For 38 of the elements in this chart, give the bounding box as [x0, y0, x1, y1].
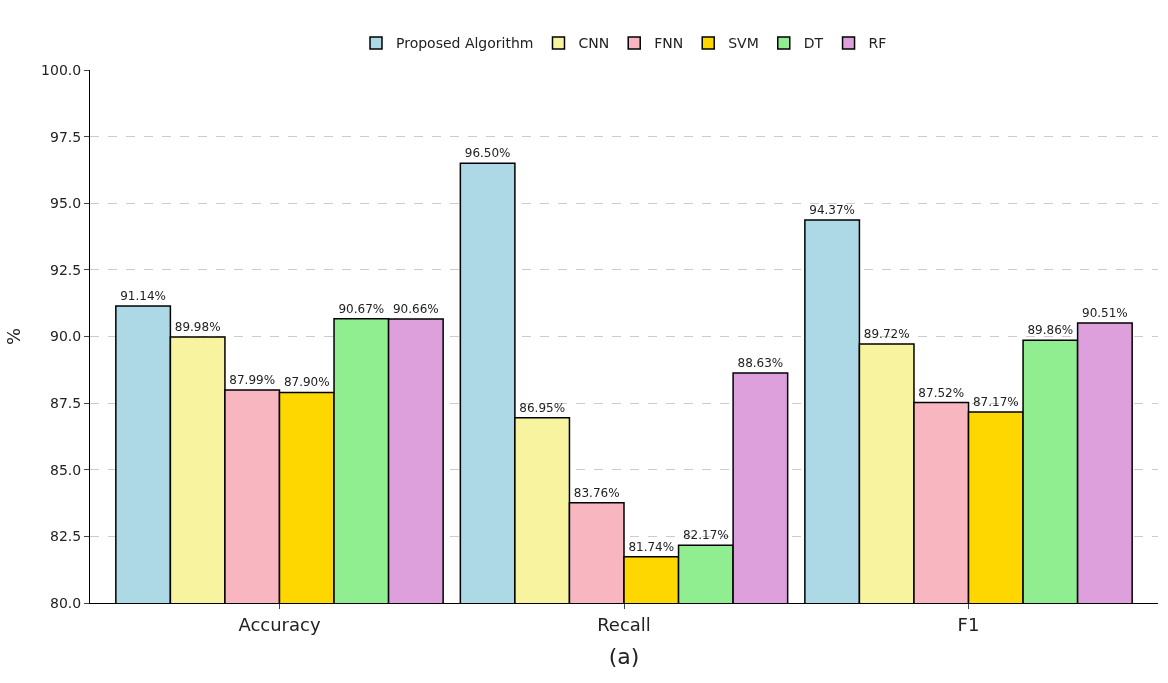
data-label: 90.67%	[338, 301, 385, 316]
x-tick-label: Recall	[597, 613, 651, 635]
y-tick-label: 82.5	[50, 528, 82, 545]
data-label: 88.63%	[737, 356, 784, 371]
data-label: 91.14%	[120, 289, 166, 304]
data-label: 87.52%	[918, 385, 965, 400]
legend-label: RF	[868, 35, 887, 52]
y-tick-label: 90.0	[50, 328, 82, 345]
legend-label: SVM	[728, 35, 759, 52]
data-label: 90.66%	[392, 301, 439, 316]
x-tick-label: F1	[957, 613, 980, 635]
data-label: 86.95%	[519, 400, 566, 415]
data-label: 89.72%	[863, 326, 910, 341]
legend-label: CNN	[578, 35, 610, 52]
y-tick-label: 97.5	[50, 128, 82, 145]
data-label: 87.17%	[972, 394, 1019, 409]
data-label: 90.51%	[1082, 305, 1128, 320]
y-axis-title: %	[3, 327, 25, 346]
data-label: 82.17%	[682, 528, 729, 543]
data-label: 81.74%	[628, 539, 675, 554]
x-tick-label: Accuracy	[238, 613, 321, 635]
y-tick-label: 92.5	[50, 261, 82, 278]
data-label: 87.90%	[283, 375, 330, 390]
y-tick-label: 95.0	[50, 195, 82, 212]
data-label: 87.99%	[229, 373, 276, 388]
data-label: 94.37%	[809, 203, 856, 218]
data-label: 89.98%	[174, 320, 221, 335]
legend-label: FNN	[654, 35, 684, 52]
y-tick-label: 80.0	[50, 594, 82, 611]
data-label: 96.50%	[464, 146, 511, 161]
x-axis-title: (a)	[608, 644, 640, 670]
y-tick-label: 100.0	[41, 61, 82, 78]
y-tick-label: 85.0	[50, 461, 82, 478]
y-tick-label: 87.5	[50, 395, 82, 412]
legend-label: Proposed Algorithm	[396, 35, 534, 52]
data-label: 83.76%	[573, 485, 620, 500]
data-label: 89.86%	[1027, 323, 1074, 338]
legend-label: DT	[803, 35, 824, 52]
